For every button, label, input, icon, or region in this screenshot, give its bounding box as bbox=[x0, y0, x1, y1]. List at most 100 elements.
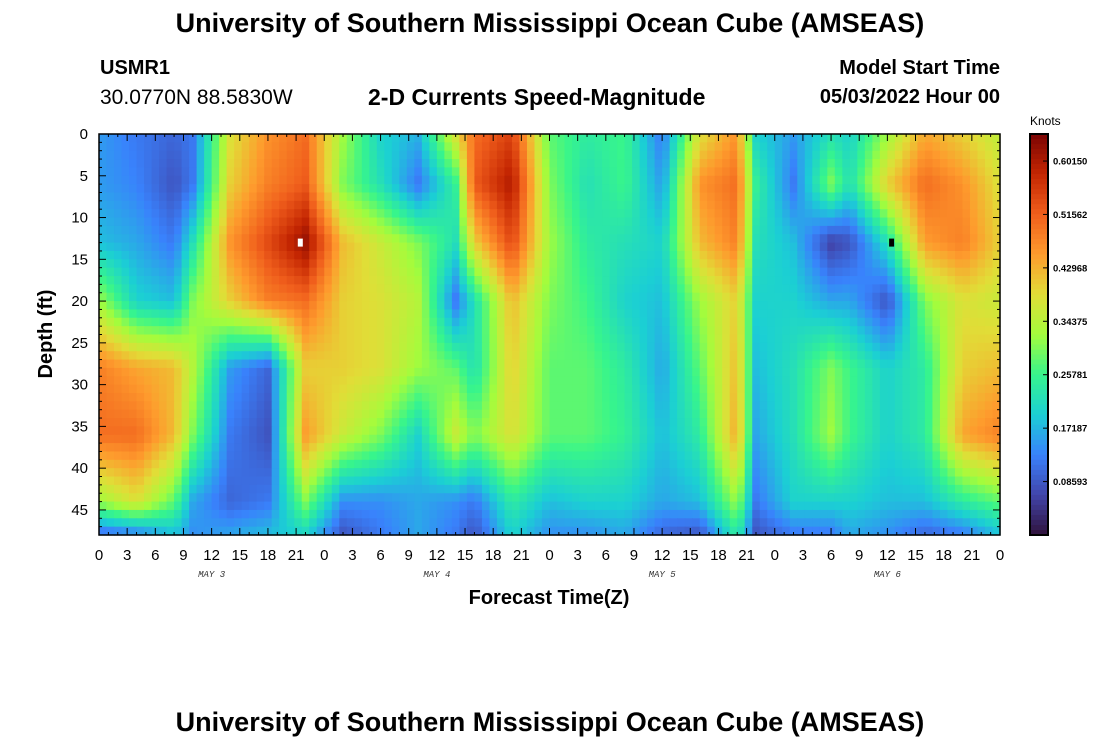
heatmap-cell bbox=[526, 384, 536, 394]
heatmap-cell bbox=[466, 209, 476, 219]
heatmap-cell bbox=[271, 434, 280, 444]
heatmap-cell bbox=[564, 259, 573, 269]
heatmap-cell bbox=[962, 142, 971, 152]
heatmap-cell bbox=[256, 409, 265, 419]
heatmap-cell bbox=[249, 192, 258, 202]
heatmap-cell bbox=[602, 401, 611, 411]
heatmap-cell bbox=[894, 384, 903, 394]
heatmap-cell bbox=[399, 225, 408, 235]
heatmap-cell bbox=[489, 242, 498, 252]
heatmap-cell bbox=[474, 267, 483, 277]
heatmap-cell bbox=[744, 217, 753, 227]
heatmap-cell bbox=[857, 259, 866, 269]
heatmap-cell bbox=[121, 167, 130, 177]
heatmap-cell bbox=[579, 434, 588, 444]
heatmap-cell bbox=[692, 225, 701, 235]
heatmap-cell bbox=[136, 301, 145, 311]
heatmap-cell bbox=[421, 426, 430, 436]
heatmap-cell bbox=[286, 184, 295, 194]
heatmap-cell bbox=[819, 209, 828, 219]
heatmap-cell bbox=[812, 326, 821, 336]
heatmap-cell bbox=[114, 326, 123, 336]
heatmap-cell bbox=[204, 401, 213, 411]
heatmap-cell bbox=[939, 443, 949, 453]
heatmap-cell bbox=[714, 434, 723, 444]
heatmap-cell bbox=[414, 384, 423, 394]
heatmap-cell bbox=[324, 309, 333, 319]
heatmap-cell bbox=[436, 434, 445, 444]
heatmap-cell bbox=[286, 167, 295, 177]
heatmap-cell bbox=[466, 284, 476, 294]
heatmap-cell bbox=[579, 234, 588, 244]
heatmap-cell bbox=[286, 301, 295, 311]
heatmap-cell bbox=[369, 334, 378, 344]
heatmap-cell bbox=[572, 359, 581, 369]
heatmap-cell bbox=[707, 134, 716, 143]
heatmap-cell bbox=[159, 359, 168, 369]
heatmap-cell bbox=[376, 359, 385, 369]
heatmap-cell bbox=[331, 192, 340, 202]
heatmap-cell bbox=[557, 326, 566, 336]
heatmap-cell bbox=[526, 200, 536, 210]
heatmap-cell bbox=[744, 250, 753, 260]
heatmap-cell bbox=[834, 242, 843, 252]
heatmap-cell bbox=[639, 384, 648, 394]
heatmap-cell bbox=[406, 134, 415, 143]
heatmap-cell bbox=[421, 259, 430, 269]
heatmap-cell bbox=[144, 175, 153, 185]
heatmap-cell bbox=[436, 267, 445, 277]
heatmap-cell bbox=[339, 376, 348, 386]
heatmap-cell bbox=[496, 434, 506, 444]
heatmap-cell bbox=[617, 409, 626, 419]
heatmap-cell bbox=[662, 459, 671, 469]
heatmap-cell bbox=[211, 301, 220, 311]
heatmap-cell bbox=[684, 142, 693, 152]
heatmap-cell bbox=[106, 376, 115, 386]
heatmap-cell bbox=[256, 175, 265, 185]
heatmap-cell bbox=[534, 376, 543, 386]
heatmap-cell bbox=[271, 401, 280, 411]
heatmap-cell bbox=[459, 317, 468, 327]
heatmap-cell bbox=[669, 351, 678, 361]
heatmap-cell bbox=[421, 159, 430, 169]
heatmap-cell bbox=[361, 175, 370, 185]
heatmap-cell bbox=[166, 134, 175, 143]
heatmap-cell bbox=[932, 284, 941, 294]
heatmap-cell bbox=[759, 434, 768, 444]
heatmap-cell bbox=[579, 276, 588, 285]
heatmap-cell bbox=[271, 367, 280, 377]
heatmap-cell bbox=[594, 309, 603, 319]
heatmap-cell bbox=[174, 167, 183, 177]
heatmap-cell bbox=[812, 309, 821, 319]
heatmap-cell bbox=[699, 150, 708, 160]
heatmap-cell bbox=[114, 200, 123, 210]
heatmap-cell bbox=[744, 468, 753, 478]
heatmap-cell bbox=[511, 359, 521, 369]
heatmap-cell bbox=[632, 276, 641, 285]
heatmap-cell bbox=[722, 426, 731, 436]
heatmap-cell bbox=[579, 342, 588, 352]
heatmap-cell bbox=[752, 209, 761, 219]
heatmap-cell bbox=[106, 250, 115, 260]
heatmap-cell bbox=[204, 259, 213, 269]
heatmap-cell bbox=[887, 359, 896, 369]
heatmap-cell bbox=[984, 276, 994, 285]
heatmap-cell bbox=[196, 476, 205, 486]
heatmap-cell bbox=[662, 401, 671, 411]
heatmap-cell bbox=[481, 301, 491, 311]
heatmap-cell bbox=[579, 443, 588, 453]
heatmap-cell bbox=[827, 468, 836, 478]
heatmap-cell bbox=[812, 367, 821, 377]
heatmap-cell bbox=[241, 292, 250, 302]
heatmap-cell bbox=[594, 468, 603, 478]
heatmap-cell bbox=[406, 242, 415, 252]
heatmap-cell bbox=[827, 351, 836, 361]
heatmap-cell bbox=[249, 342, 258, 352]
heatmap-cell bbox=[669, 225, 678, 235]
heatmap-cell bbox=[354, 443, 363, 453]
heatmap-cell bbox=[211, 392, 220, 402]
heatmap-cell bbox=[384, 225, 393, 235]
heatmap-cell bbox=[962, 409, 971, 419]
heatmap-cell bbox=[969, 334, 979, 344]
heatmap-cell bbox=[924, 434, 934, 444]
